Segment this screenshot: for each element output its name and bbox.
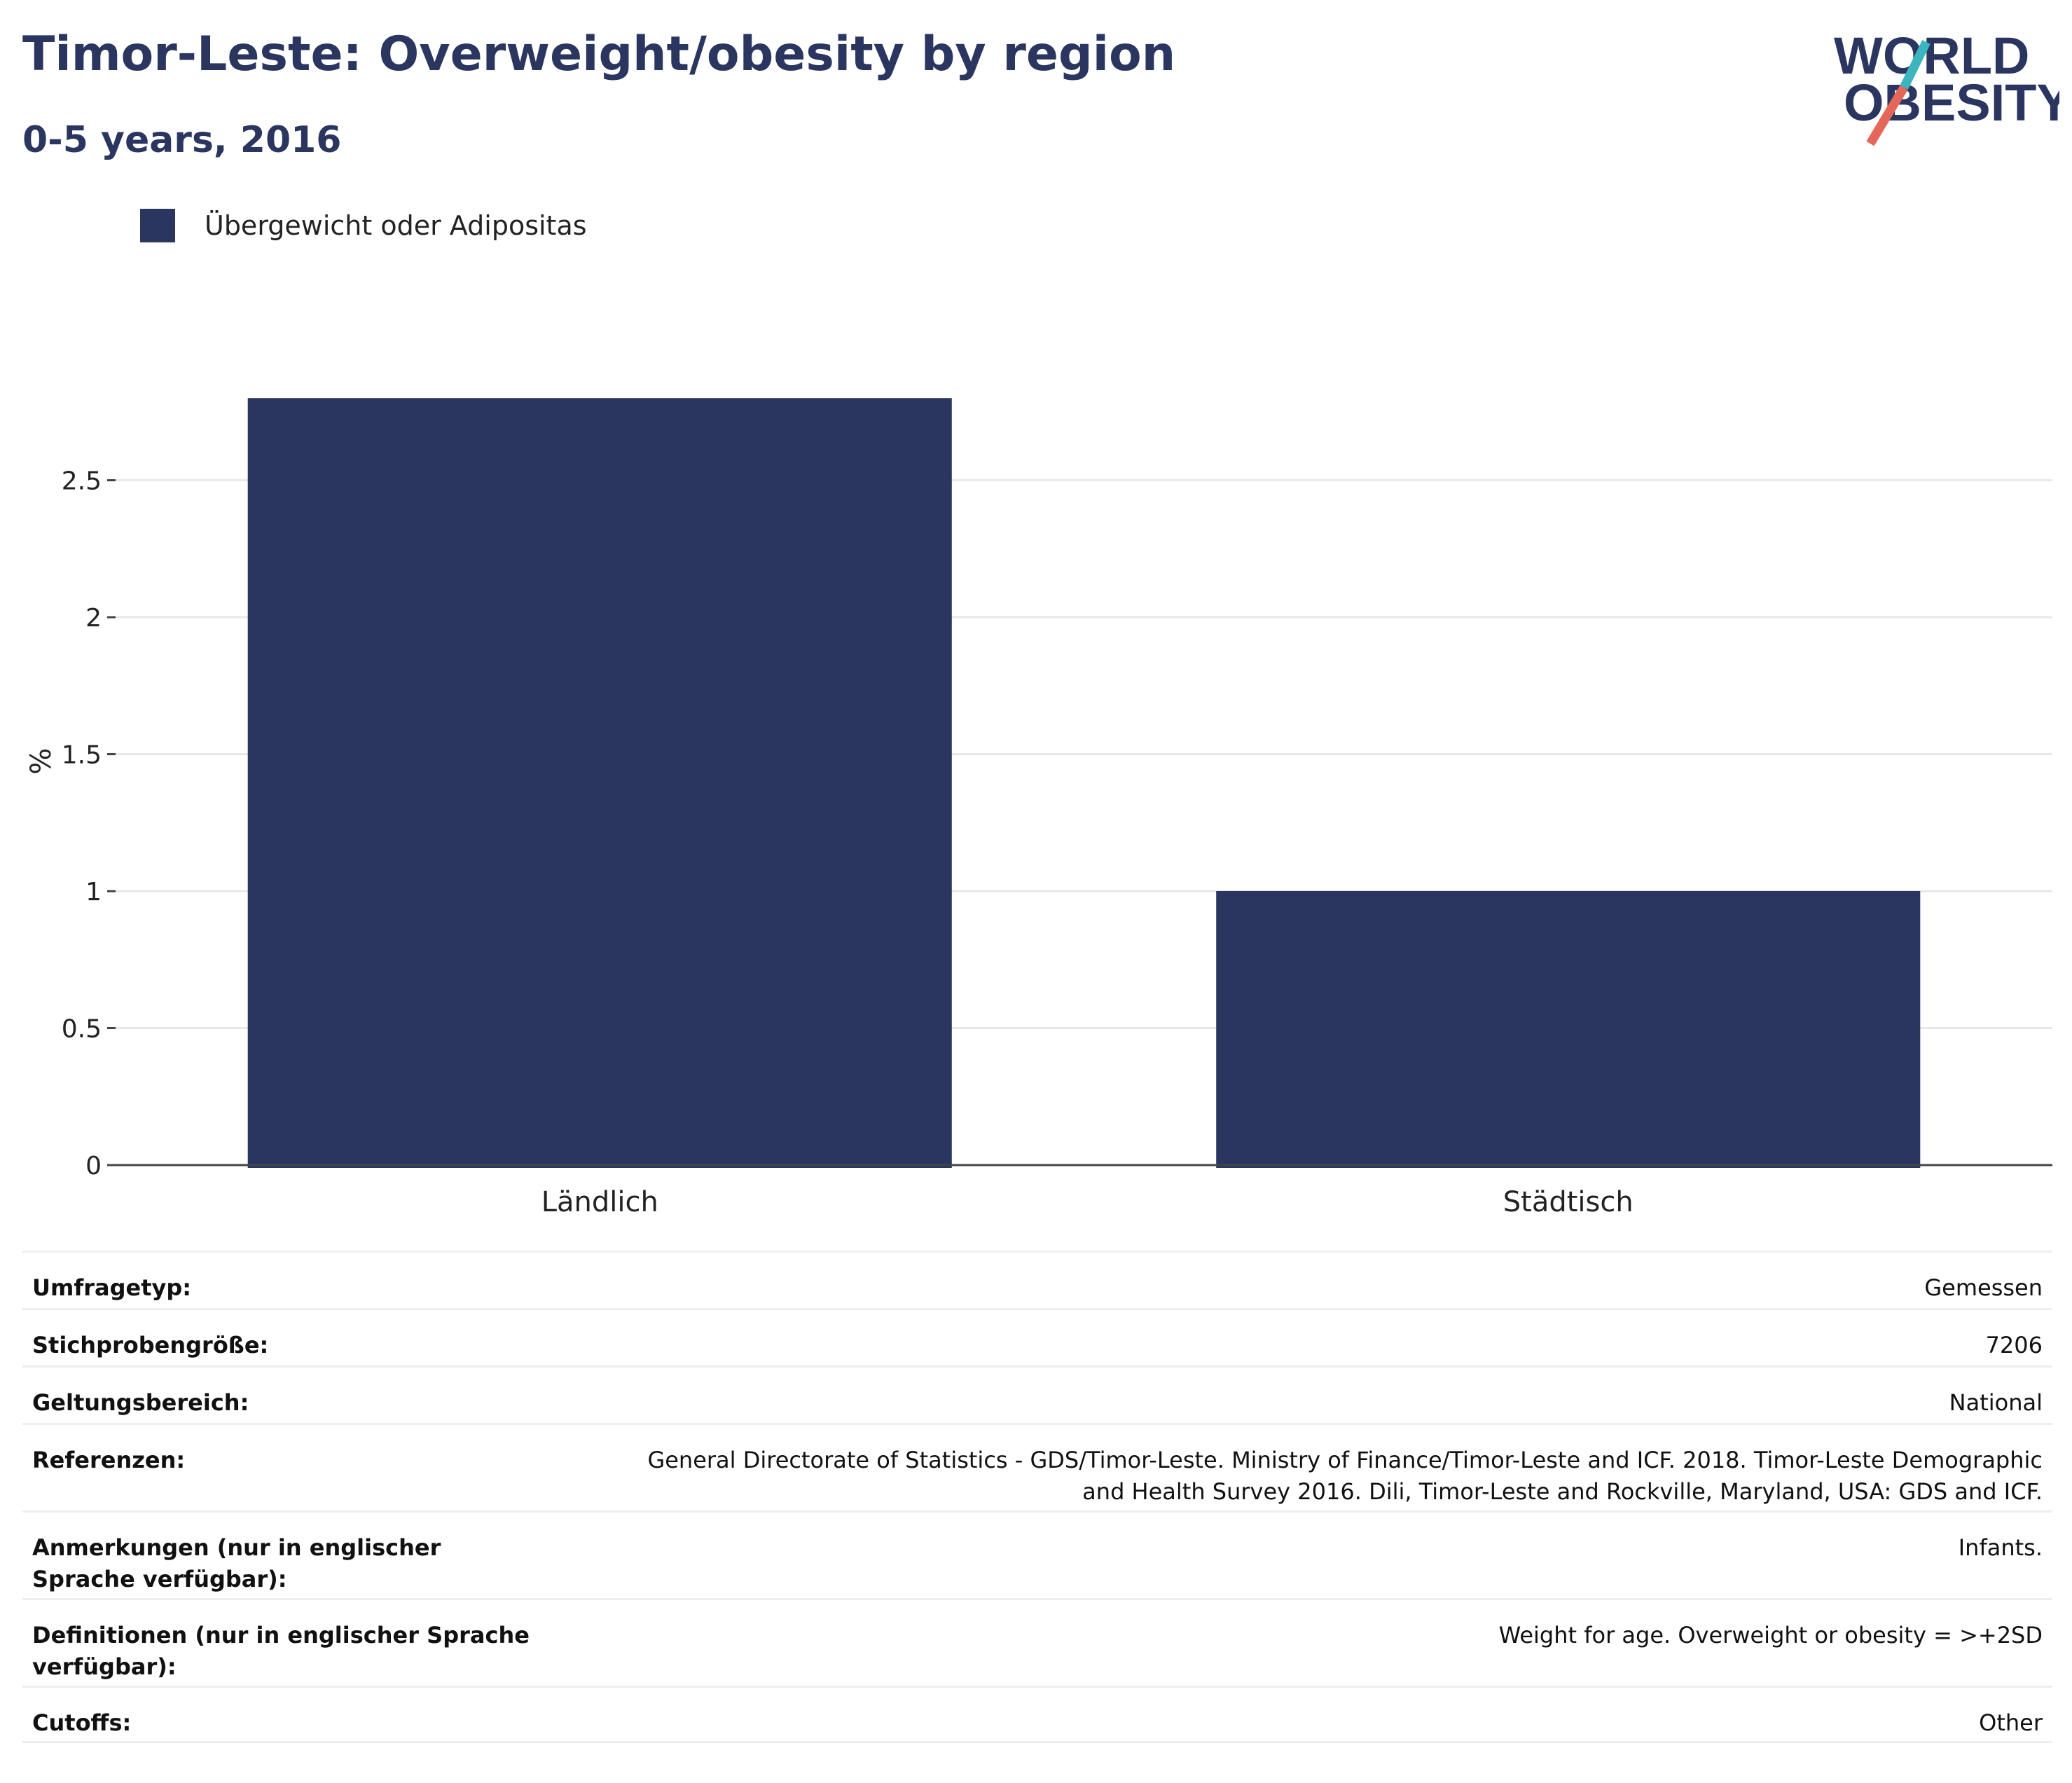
y-tick-label: 2.5 <box>62 467 102 496</box>
info-label: Definitionen (nur in englischer Sprache … <box>32 1622 530 1680</box>
x-category-label: Ländlich <box>541 1186 658 1218</box>
info-label: Anmerkungen (nur in englischer Sprache v… <box>32 1534 441 1592</box>
y-axis-label: % <box>25 748 57 774</box>
info-value: Other <box>1979 1709 2043 1736</box>
legend-swatch <box>140 209 175 242</box>
info-row-sample-size: Stichprobengröße: 7206 <box>22 1308 2052 1365</box>
info-row-definitions: Definitionen (nur in englischer Sprache … <box>22 1598 2052 1686</box>
info-value: Gemessen <box>1924 1274 2043 1301</box>
info-row-cutoffs: Cutoffs: Other <box>22 1686 2052 1743</box>
y-tick-label: 2 <box>85 604 102 633</box>
metadata-table: Umfragetyp: Gemessen Stichprobengröße: 7… <box>22 1251 2052 1743</box>
info-value: National <box>1949 1389 2043 1416</box>
y-tick-label: 1.5 <box>62 741 102 770</box>
info-row-scope: Geltungsbereich: National <box>22 1365 2052 1423</box>
info-value: Infants. <box>1958 1534 2043 1561</box>
info-row-notes: Anmerkungen (nur in englischer Sprache v… <box>22 1510 2052 1598</box>
logo-line1: WORLD <box>1834 27 2030 85</box>
chart-legend[interactable]: Übergewicht oder Adipositas <box>140 209 587 242</box>
info-label: Geltungsbereich: <box>32 1389 249 1416</box>
bar-1 <box>247 398 952 1169</box>
y-tick-label: 0 <box>85 1152 102 1180</box>
info-label: Stichprobengröße: <box>32 1332 269 1358</box>
logo-slash-top <box>1900 40 1931 90</box>
info-row-survey-type: Umfragetyp: Gemessen <box>22 1251 2052 1308</box>
info-label: Cutoffs: <box>32 1709 132 1736</box>
legend-label: Übergewicht oder Adipositas <box>205 210 587 241</box>
world-obesity-logo: WORLD OBESITY <box>1834 27 2059 146</box>
info-label: Umfragetyp: <box>32 1274 192 1301</box>
info-label: Referenzen: <box>32 1447 186 1473</box>
y-tick-label: 0.5 <box>62 1015 102 1044</box>
bar-chart: 0 0.5 1 1.5 2 2.5% Ländlich Städtisch <box>25 398 2052 1218</box>
chart-title: Timor-Leste: Overweight/obesity by regio… <box>22 27 1176 82</box>
info-row-references: Referenzen: General Directorate of Stati… <box>22 1423 2052 1510</box>
info-value: 7206 <box>1985 1332 2043 1358</box>
chart-subtitle: 0-5 years, 2016 <box>22 119 342 161</box>
y-tick-label: 1 <box>85 878 102 907</box>
bar-2 <box>1216 891 1921 1168</box>
x-category-label: Städtisch <box>1503 1186 1634 1218</box>
info-value: General Directorate of Statistics - GDS/… <box>647 1447 2043 1505</box>
info-value: Weight for age. Overweight or obesity = … <box>1498 1622 2043 1648</box>
logo-slash-bottom <box>1866 85 1908 146</box>
